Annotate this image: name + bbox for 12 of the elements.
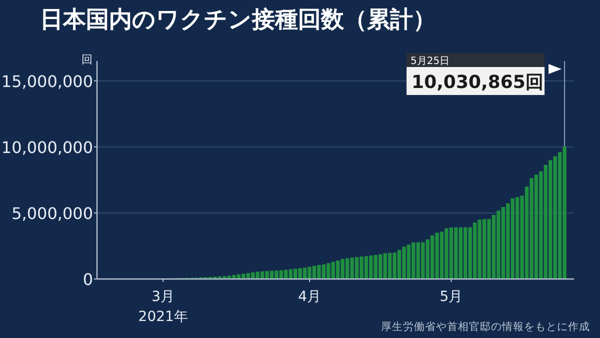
y-tick-label: 10,000,000: [1, 138, 93, 157]
x-tick-label: 3月 2021年: [138, 289, 188, 325]
chart-title: 日本国内のワクチン接種回数（累計）: [40, 7, 436, 33]
y-tick-label: 15,000,000: [1, 72, 93, 91]
y-tick-label: 0: [82, 270, 93, 289]
y-axis-title: 回: [82, 53, 92, 66]
annotation: 10,030,865回: [412, 72, 544, 93]
x-tick-label: 4月: [298, 289, 321, 305]
y-tick-label: 5,000,000: [12, 204, 93, 223]
x-tick-label: 5月: [440, 289, 463, 305]
annotation: 5月25日: [410, 56, 450, 67]
text: 厚生労働省や首相官邸の情報をもとに作成: [381, 320, 590, 333]
